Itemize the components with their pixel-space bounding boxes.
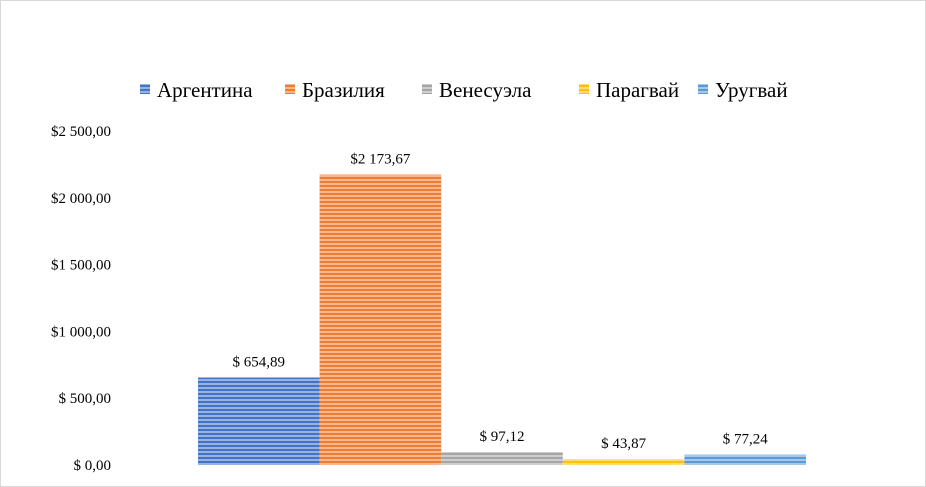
legend-item: Бразилия — [302, 78, 385, 102]
bar-3 — [441, 452, 563, 465]
data-label: $ 97,12 — [480, 429, 525, 445]
y-axis: $ 0,00 $ 500,00 $1 000,00 $1 500,00 $2 000,0… — [51, 124, 111, 474]
legend-swatch-icon — [579, 84, 589, 94]
data-label: $ 43,87 — [601, 436, 647, 452]
legend-swatch-icon — [285, 84, 295, 94]
y-tick-label: $ 500,00 — [59, 391, 112, 407]
legend-swatch-icon — [698, 84, 708, 94]
data-labels: $ 654,89 $2 173,67 $ 97,12 $ 43,87 $ 77,24 — [233, 152, 769, 453]
y-tick-label: $1 500,00 — [51, 258, 111, 274]
y-tick-label: $2 500,00 — [51, 124, 111, 140]
legend: Аргентина Бразилия Венесуэла Парагвай Уругва… — [140, 78, 788, 102]
bar-1 — [198, 377, 320, 465]
data-label: $ 77,24 — [723, 432, 769, 448]
legend-item: Парагвай — [596, 78, 679, 102]
y-tick-label: $2 000,00 — [51, 191, 111, 207]
data-label: $ 654,89 — [233, 355, 286, 371]
data-label: $2 173,67 — [350, 152, 411, 168]
y-tick-label: $1 000,00 — [51, 324, 111, 340]
legend-swatch-icon — [422, 84, 432, 94]
bar-4 — [562, 459, 685, 465]
legend-swatch-icon — [140, 84, 150, 94]
legend-item: Уругвай — [715, 78, 788, 102]
bars — [198, 174, 806, 465]
y-tick-label: $ 0,00 — [74, 458, 112, 474]
legend-item: Аргентина — [157, 78, 253, 102]
bar-5 — [684, 454, 806, 465]
bar-2 — [319, 174, 442, 465]
legend-item: Венесуэла — [439, 78, 532, 102]
